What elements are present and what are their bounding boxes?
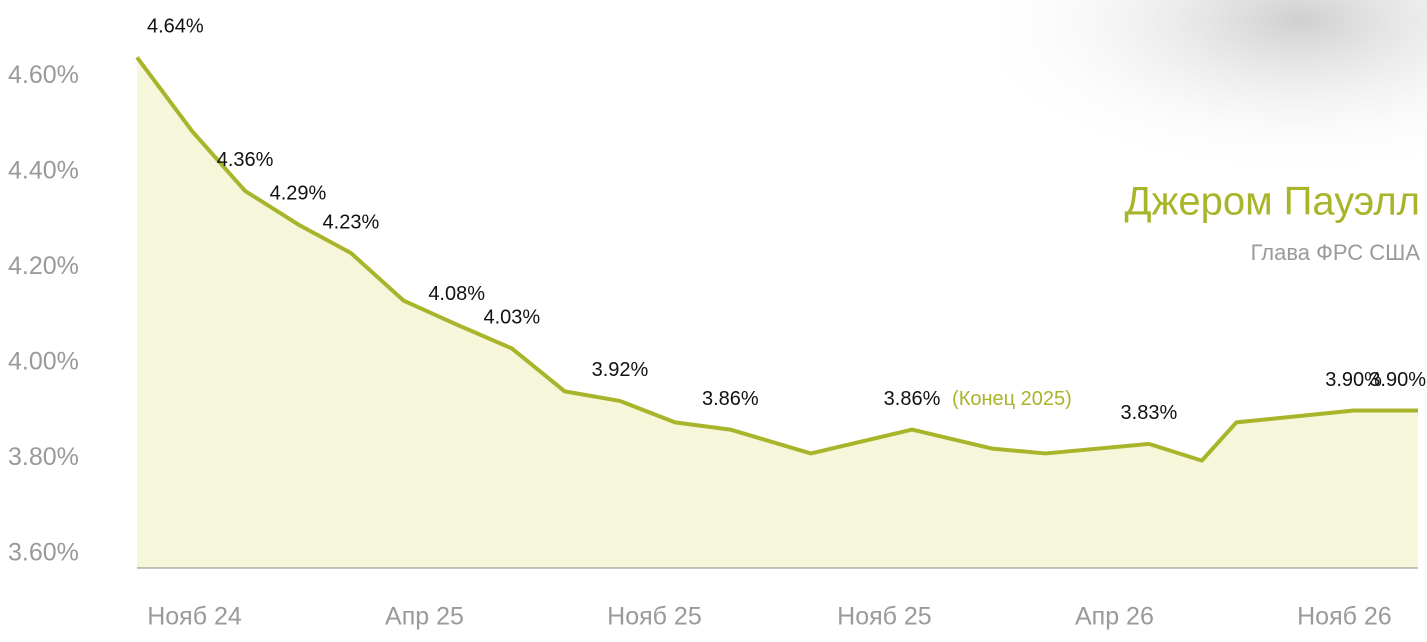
x-tick-label: Апр 25 [385,603,464,631]
value-label: 3.83% [1121,402,1178,424]
photo-backdrop [1000,0,1427,200]
x-tick-label: Нояб 26 [1297,603,1392,631]
y-tick-label: 4.20% [8,252,79,280]
y-tick-label: 3.80% [8,443,79,471]
value-label: 3.90% [1369,369,1426,391]
value-label: 3.86% [702,388,759,410]
value-label: 3.90% [1325,369,1382,391]
y-tick-label: 4.60% [8,61,79,89]
data-line [135,56,1418,463]
person-name: Джером Пауэлл [1124,180,1420,224]
value-label: 4.03% [484,307,541,329]
x-tick-label: Апр 26 [1075,603,1154,631]
x-tick-label: Нояб 25 [607,603,702,631]
x-tick-label: Нояб 24 [147,603,242,631]
y-tick-label: 3.60% [8,538,79,566]
value-label: 4.64% [147,16,204,38]
value-label: 3.86% [884,388,941,410]
value-label: 3.92% [592,359,649,381]
person-role: Глава ФРС США [1251,240,1421,265]
value-label: 4.08% [428,283,485,305]
area-fill [137,57,1418,568]
value-label: 4.36% [217,149,274,171]
value-label: 4.23% [323,211,380,233]
annotation: (Конец 2025) [952,388,1072,410]
y-tick-label: 4.00% [8,347,79,375]
y-tick-label: 4.40% [8,156,79,184]
value-label: 4.29% [270,183,327,205]
x-tick-label: Нояб 25 [837,603,932,631]
